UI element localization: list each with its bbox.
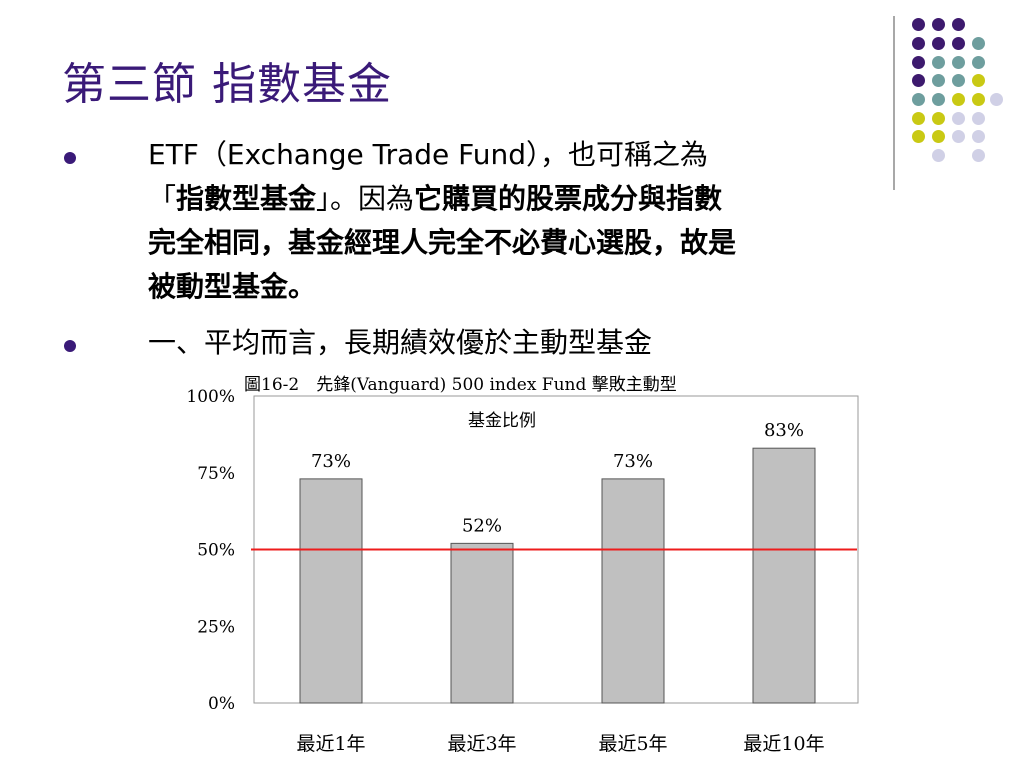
decorative-divider <box>893 16 895 190</box>
x-tick-label: 最近1年 <box>296 733 365 755</box>
decorative-dot <box>971 92 985 106</box>
decorative-dot <box>951 17 965 31</box>
bar <box>299 478 363 704</box>
decorative-dot <box>931 92 945 106</box>
bar <box>752 447 816 704</box>
x-tick-label: 最近3年 <box>447 733 516 755</box>
data-label: 83% <box>764 420 804 441</box>
decorative-dot <box>971 36 985 50</box>
decorative-dot <box>911 73 925 87</box>
decorative-dot <box>911 129 925 143</box>
bullet-1-line-2-mid: 」。因為 <box>316 182 415 215</box>
bars: 73% 52% 73% 83% <box>299 420 816 704</box>
decorative-dot <box>911 36 925 50</box>
data-label: 73% <box>613 451 653 472</box>
decorative-dot <box>931 36 945 50</box>
decorative-dot <box>931 55 945 69</box>
bullet-text-2: 一、平均而言，長期績效優於主動型基金 <box>148 326 653 359</box>
x-axis: 最近1年 最近3年 最近5年 最近10年 <box>296 733 824 755</box>
bar <box>450 542 514 704</box>
y-tick-label: 50% <box>197 541 235 561</box>
decorative-dot <box>951 55 965 69</box>
chart-subtitle: 基金比例 <box>468 411 536 431</box>
decorative-dot <box>931 129 945 143</box>
decorative-dot <box>931 111 945 125</box>
bullet-1-line-2: 「指數型基金」。因為它購買的股票成分與指數 <box>148 177 736 221</box>
bullet-1-line-2-bold: 它購買的股票成分與指數 <box>414 182 723 215</box>
decorative-dot <box>951 111 965 125</box>
bullet-1-line-2-pre: 「 <box>148 182 177 215</box>
y-tick-label: 0% <box>208 694 235 714</box>
data-label: 73% <box>311 451 351 472</box>
decorative-dot <box>911 92 925 106</box>
decorative-dot <box>971 73 985 87</box>
bar <box>601 478 665 704</box>
decorative-dot <box>951 73 965 87</box>
y-tick-label: 100% <box>186 387 235 407</box>
decorative-dot <box>951 92 965 106</box>
x-tick-label: 最近10年 <box>743 733 824 755</box>
decorative-dot <box>931 17 945 31</box>
y-tick-label: 25% <box>197 617 235 637</box>
decorative-dot <box>971 55 985 69</box>
decorative-dot <box>931 148 945 162</box>
y-tick-label: 75% <box>197 464 235 484</box>
decorative-dot <box>931 73 945 87</box>
decorative-dot <box>951 129 965 143</box>
chart-title: 圖16-2 先鋒(Vanguard) 500 index Fund 擊敗主動型 <box>244 375 677 395</box>
bullet-1-line-3: 完全相同，基金經理人完全不必費心選股，故是 <box>148 226 737 259</box>
bullet-1-line-1: ETF（Exchange Trade Fund），也可稱之為 <box>148 138 709 171</box>
decorative-dot <box>971 148 985 162</box>
decorative-dot <box>911 17 925 31</box>
decorative-dot <box>911 111 925 125</box>
y-axis: 0% 25% 50% 75% 100% <box>186 387 235 714</box>
decorative-dot <box>971 129 985 143</box>
bullet-1-line-4: 被動型基金。 <box>148 270 317 303</box>
bullet-text-1: ETF（Exchange Trade Fund），也可稱之為 「指數型基金」。因… <box>148 133 736 309</box>
data-label: 52% <box>462 515 502 536</box>
decorative-dot <box>951 36 965 50</box>
decorative-dot <box>971 111 985 125</box>
decorative-dot <box>911 55 925 69</box>
slide-title: 第三節 指數基金 <box>62 59 392 110</box>
bullet-1-term: 指數型基金 <box>176 182 317 215</box>
x-tick-label: 最近5年 <box>598 733 667 755</box>
bullet-icon <box>64 152 76 164</box>
bullet-icon <box>64 340 76 352</box>
decorative-dot <box>989 92 1003 106</box>
